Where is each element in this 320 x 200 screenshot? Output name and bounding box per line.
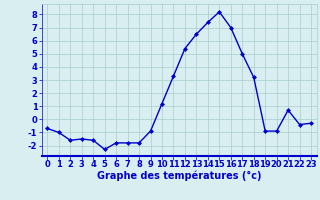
- X-axis label: Graphe des températures (°c): Graphe des températures (°c): [97, 171, 261, 181]
